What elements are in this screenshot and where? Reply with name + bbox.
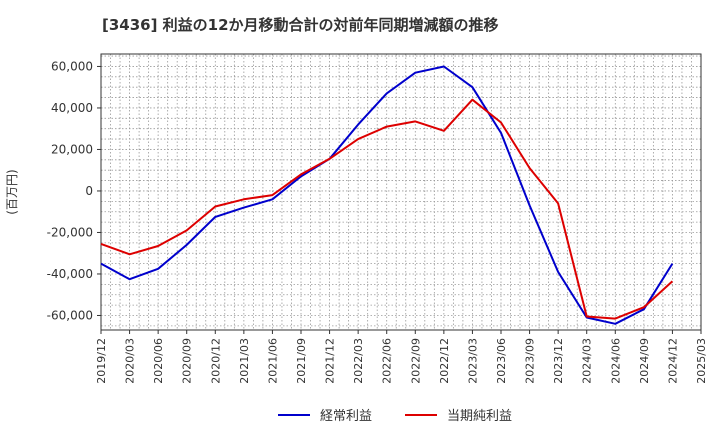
plot-border bbox=[100, 53, 702, 331]
legend-label-1: 経常利益 bbox=[320, 409, 372, 424]
series-line-2 bbox=[100, 98, 674, 320]
legend-label-2: 当期純利益 bbox=[447, 409, 512, 424]
x-tick-label: 2025/03 bbox=[695, 338, 708, 384]
x-tick-label: 2020/03 bbox=[124, 338, 137, 384]
x-tick-label: 2021/12 bbox=[324, 338, 337, 384]
chart-title: [3436] 利益の12か月移動合計の対前年同期増減額の推移 bbox=[102, 16, 499, 34]
x-tick-label: 2023/09 bbox=[524, 338, 537, 384]
y-tick-label: 40,000 bbox=[51, 101, 93, 115]
x-tick-label: 2023/03 bbox=[466, 338, 479, 384]
y-tick-label: 60,000 bbox=[51, 59, 93, 73]
x-tick-label: 2021/06 bbox=[266, 338, 279, 384]
x-tick-label: 2024/12 bbox=[666, 338, 679, 384]
x-tick-label: 2021/03 bbox=[238, 338, 251, 384]
series-line-1 bbox=[100, 65, 674, 325]
x-tick-label: 2020/12 bbox=[209, 338, 222, 384]
y-axis-label: (百万円) bbox=[5, 169, 19, 214]
y-tick-label: -20,000 bbox=[47, 225, 93, 239]
x-tick-label: 2020/06 bbox=[152, 338, 165, 384]
x-tick-label: 2021/09 bbox=[295, 338, 308, 384]
x-tick-label: 2022/03 bbox=[352, 338, 365, 384]
x-tick-label: 2023/12 bbox=[552, 338, 565, 384]
y-tick-label: -40,000 bbox=[47, 267, 93, 281]
x-tick-label: 2020/09 bbox=[181, 338, 194, 384]
y-tick-label: -60,000 bbox=[47, 308, 93, 322]
x-tick-label: 2023/06 bbox=[495, 338, 508, 384]
x-tick-label: 2024/06 bbox=[609, 338, 622, 384]
x-tick-label: 2022/12 bbox=[438, 338, 451, 384]
plot-area bbox=[101, 54, 701, 330]
y-tick-label: 0 bbox=[85, 184, 93, 198]
x-tick-label: 2022/06 bbox=[381, 338, 394, 384]
x-tick-label: 2019/12 bbox=[95, 338, 108, 384]
x-tick-label: 2024/09 bbox=[638, 338, 651, 384]
y-tick-label: 20,000 bbox=[51, 142, 93, 156]
x-tick-label: 2024/03 bbox=[581, 338, 594, 384]
x-tick-label: 2022/09 bbox=[409, 338, 422, 384]
